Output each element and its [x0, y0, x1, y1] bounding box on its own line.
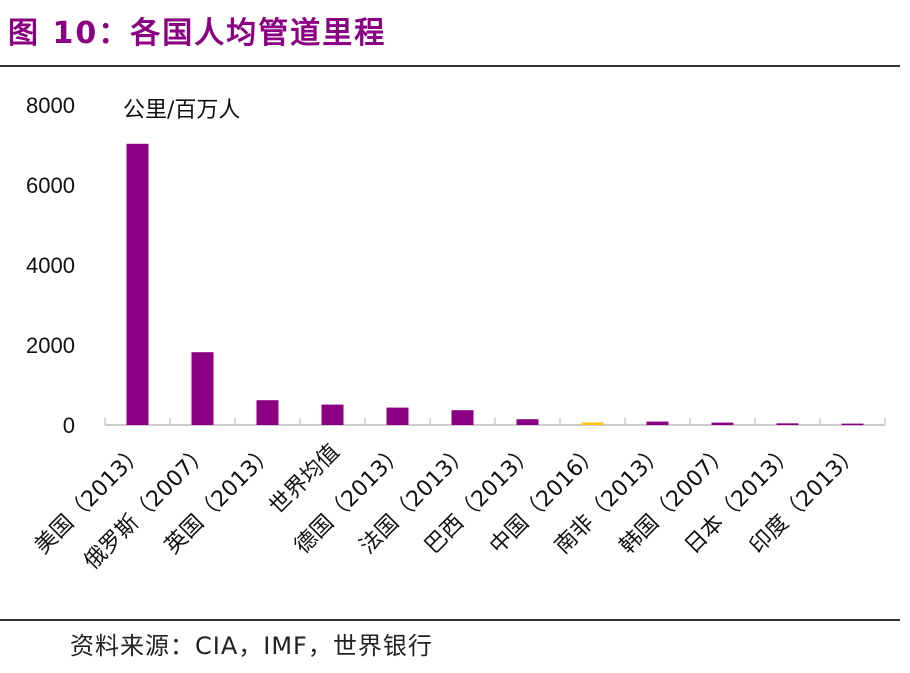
y-tick-label: 0 — [63, 413, 75, 438]
bar-8 — [646, 421, 669, 425]
bar-9 — [711, 422, 734, 425]
bar-11 — [841, 423, 864, 426]
bar-2 — [256, 400, 279, 425]
y-axis-unit-label: 公里/百万人 — [123, 98, 240, 123]
figure-title: 图 10：各国人均管道里程 — [8, 16, 387, 51]
y-tick-label: 2000 — [26, 333, 75, 358]
bar-4 — [386, 407, 409, 425]
bar-7 — [581, 422, 604, 425]
top-rule — [0, 65, 900, 67]
source-note: 资料来源：CIA，IMF，世界银行 — [70, 632, 433, 660]
bar-3 — [321, 404, 344, 425]
y-tick-label: 4000 — [26, 253, 75, 278]
bar-1 — [191, 352, 214, 425]
bar-10 — [776, 423, 799, 425]
bar-5 — [451, 410, 474, 425]
bar-0 — [126, 143, 149, 426]
bottom-rule — [0, 619, 900, 621]
x-tick-label: 美国（2013） — [30, 440, 150, 560]
y-tick-label: 6000 — [26, 173, 75, 198]
bar-6 — [516, 419, 539, 425]
y-tick-label: 8000 — [26, 93, 75, 118]
